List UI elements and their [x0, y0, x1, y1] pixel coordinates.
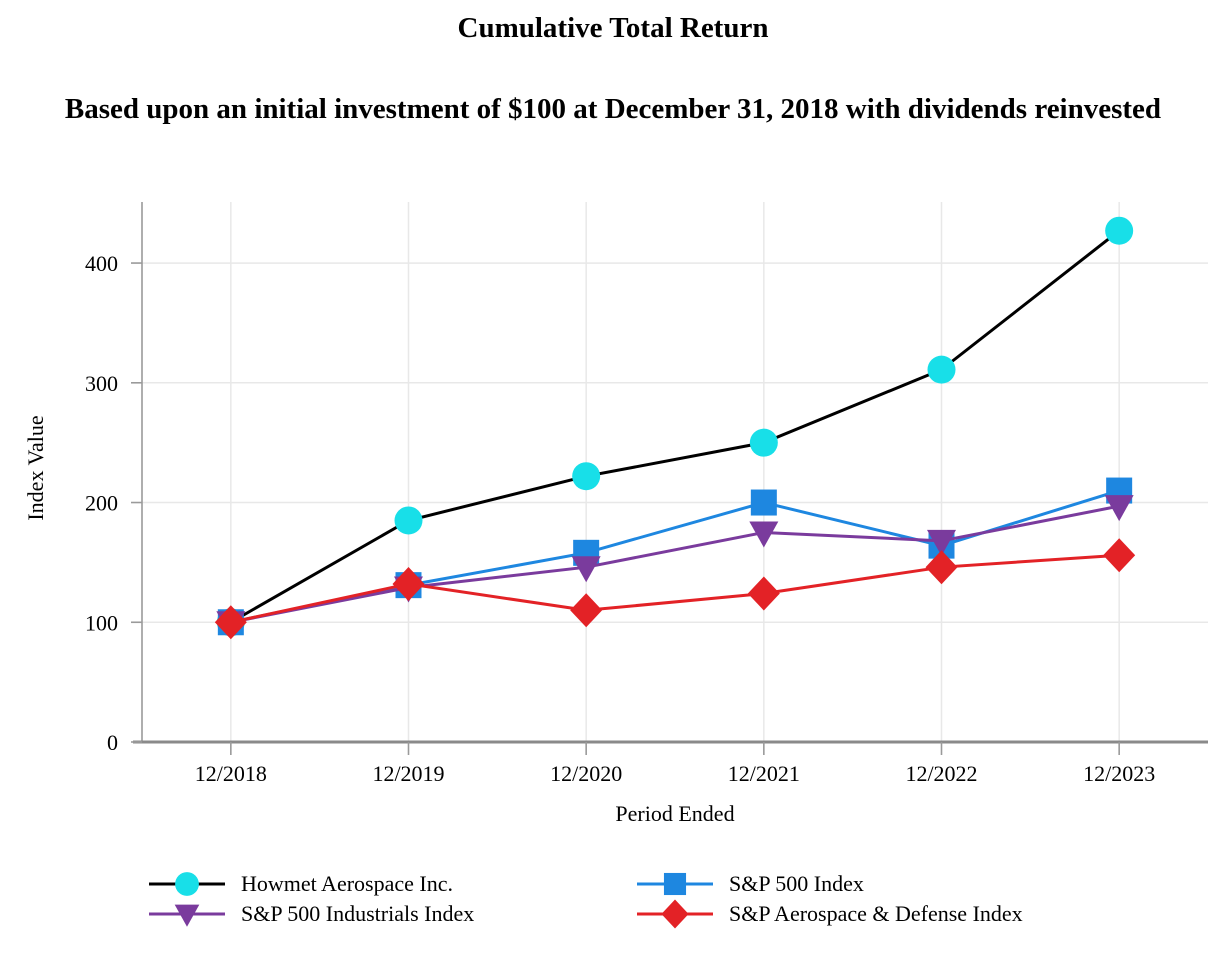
chart-title: Cumulative Total Return: [457, 12, 769, 44]
diamond-legend-marker-icon: [637, 899, 713, 929]
triangle-down-legend-marker-icon: [149, 904, 225, 927]
legend-label: S&P 500 Index: [729, 871, 864, 896]
chart-legend: Howmet Aerospace Inc. S&P 500 Index S&P 50…: [147, 869, 1023, 929]
legend-item: S&P Aerospace & Defense Index: [635, 899, 1023, 929]
square-legend-marker-icon: [637, 872, 713, 896]
circle-legend-marker-icon: [149, 872, 225, 896]
legend-label: S&P Aerospace & Defense Index: [729, 901, 1023, 926]
x-axis-title: Period Ended: [615, 801, 735, 826]
x-tick-label: 12/2018: [195, 761, 267, 786]
legend-item: Howmet Aerospace Inc.: [147, 869, 635, 899]
series-line: [230, 553, 1120, 624]
line-chart-canvas: 0 100 200 300 400 12/2018 12/2019 12/2020 12/202…: [85, 202, 1208, 786]
legend-item: S&P 500 Industrials Index: [147, 899, 635, 929]
y-axis-title: Index Value: [23, 415, 48, 521]
legend-label: S&P 500 Industrials Index: [241, 901, 475, 926]
series-line: [230, 229, 1121, 624]
y-tick-label: 200: [85, 491, 118, 516]
x-tick-label: 12/2021: [728, 761, 800, 786]
y-tick-label: 0: [107, 730, 118, 755]
y-tick-label: 400: [85, 251, 118, 276]
series-line: [230, 504, 1120, 624]
legend-label: Howmet Aerospace Inc.: [241, 871, 453, 896]
x-tick-label: 12/2022: [905, 761, 977, 786]
y-tick-label: 100: [85, 610, 118, 635]
y-tick-label: 300: [85, 371, 118, 396]
x-tick-label: 12/2019: [372, 761, 444, 786]
legend-item: S&P 500 Index: [635, 869, 1023, 899]
x-tick-label: 12/2023: [1083, 761, 1155, 786]
x-tick-label: 12/2020: [550, 761, 622, 786]
chart-subtitle: Based upon an initial investment of $100…: [64, 93, 1162, 125]
